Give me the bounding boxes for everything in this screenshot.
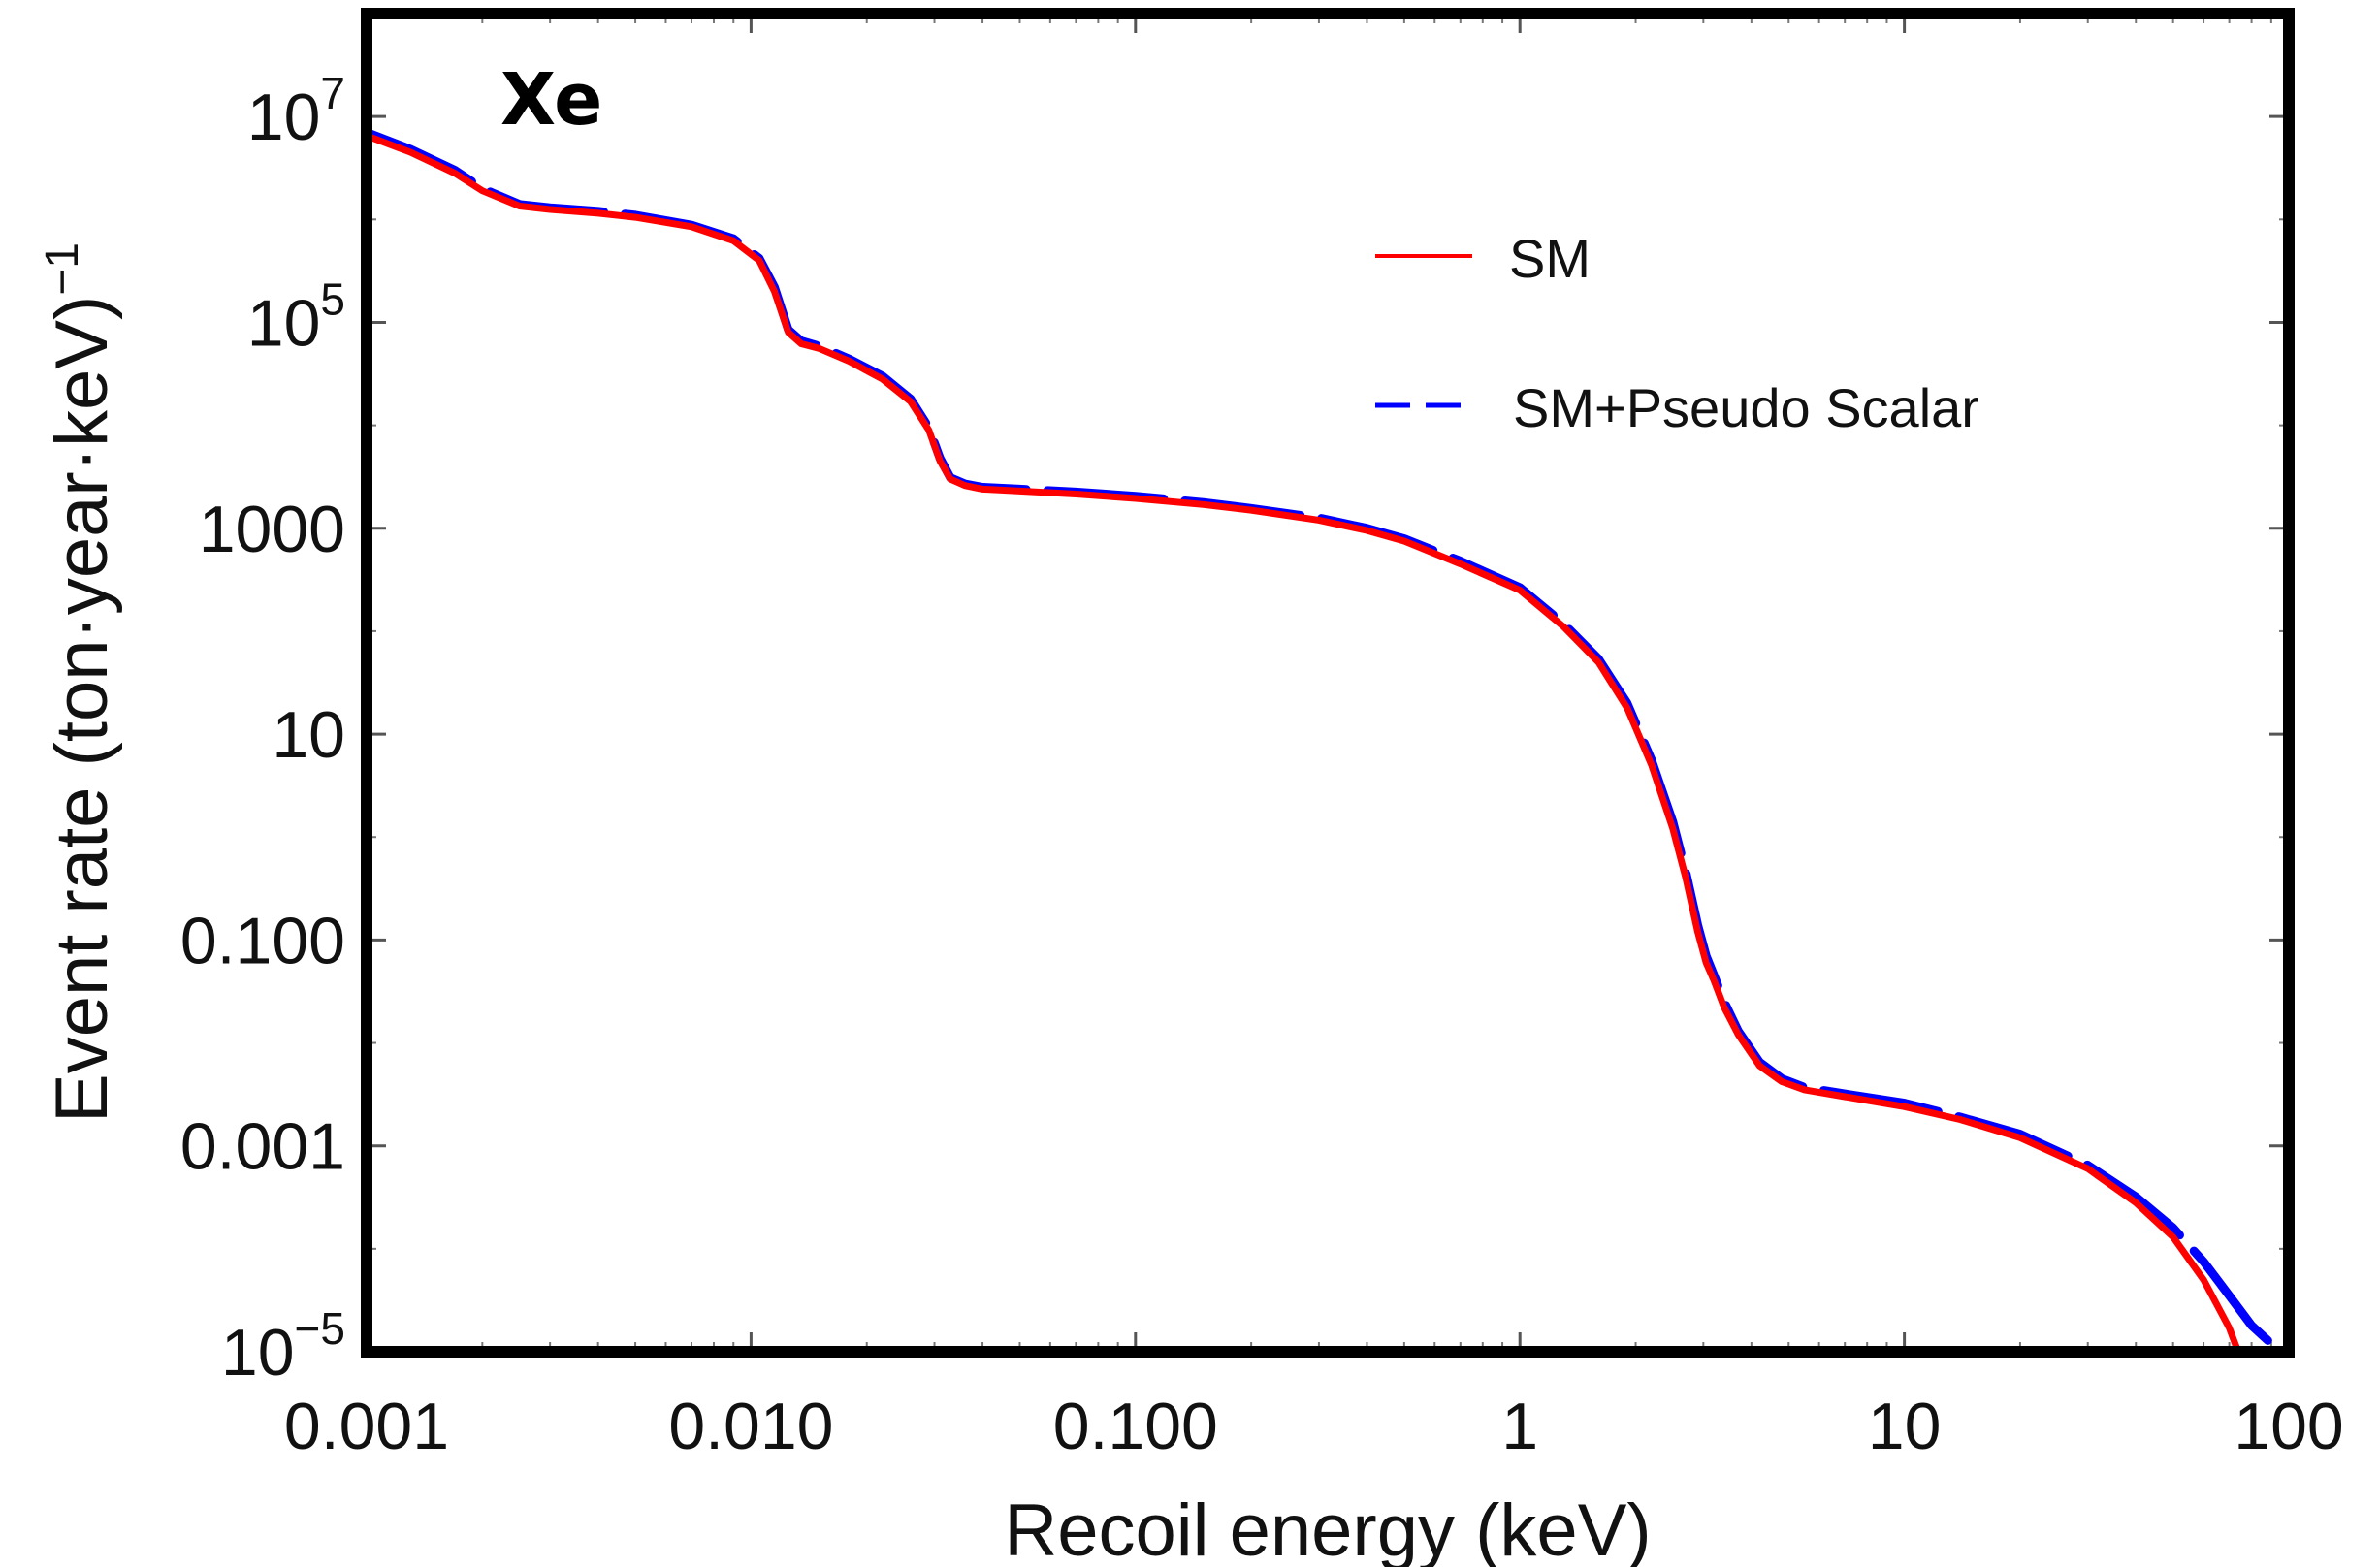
x-tick-label: 0.100 xyxy=(1053,1390,1218,1463)
y-tick-label: 1000 xyxy=(199,493,345,566)
plot-frame xyxy=(361,8,2295,1358)
series-layer xyxy=(367,128,2276,1352)
y-tick-label: 0.100 xyxy=(180,904,345,977)
tick-labels: 0.001 0.010 0.100 1 10 10010−50.0010.10010100… xyxy=(180,68,2344,1463)
x-tick-label: 10 xyxy=(1868,1390,1942,1463)
panel-label: Xe xyxy=(500,58,602,142)
x-axis-title: Recoil energy (keV) xyxy=(1004,1489,1651,1567)
series-line-sm xyxy=(367,132,2242,1352)
series-line-sm-pseudo-scalar xyxy=(367,128,2276,1349)
y-tick-label: 0.001 xyxy=(180,1110,345,1184)
y-tick-label: 105 xyxy=(247,273,345,360)
y-tick-label: 107 xyxy=(247,68,345,154)
legend-label-sm: SM xyxy=(1509,228,1591,289)
y-tick-label: 10−5 xyxy=(221,1303,345,1390)
legend-label-sm-pseudo-scalar: SM+Pseudo Scalar xyxy=(1513,377,1979,438)
y-axis-title: Event rate (ton·year·keV)−1 xyxy=(37,242,123,1123)
y-axis-title-exponent: −1 xyxy=(37,242,88,296)
x-tick-label: 0.010 xyxy=(668,1390,833,1463)
legend: SM SM+Pseudo Scalar xyxy=(1375,228,1979,438)
y-tick-label: 10 xyxy=(272,698,345,772)
x-tick-label: 1 xyxy=(1501,1390,1538,1463)
x-tick-label: 0.001 xyxy=(284,1390,449,1463)
x-tick-label: 100 xyxy=(2234,1390,2343,1463)
y-axis-title-main: Event rate (ton·year·keV) xyxy=(41,296,123,1123)
